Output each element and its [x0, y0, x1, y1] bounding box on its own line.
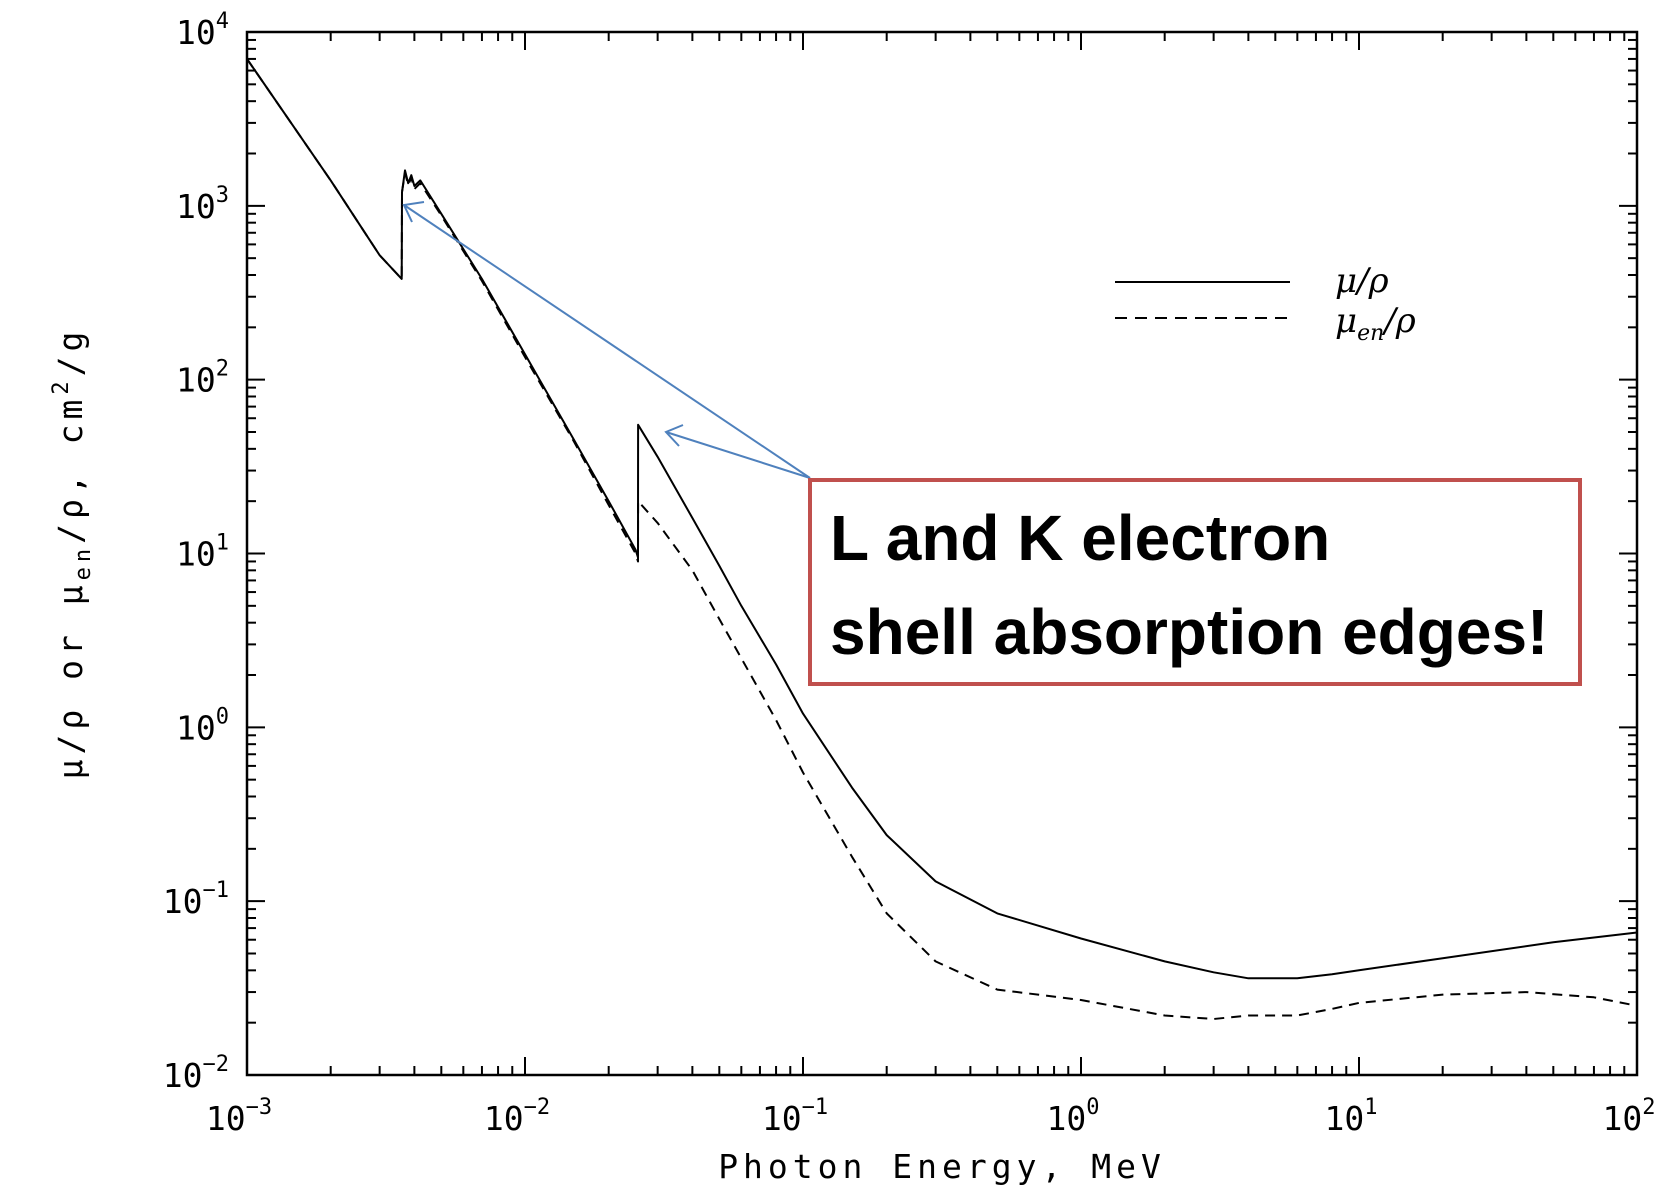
- callout: L and K electron shell absorption edges!: [808, 478, 1582, 686]
- y-tick-label-exponent: 2: [216, 357, 229, 382]
- x-tick-label-exponent: −3: [246, 1095, 273, 1120]
- y-tick-label: 104: [176, 9, 229, 52]
- y-axis-title: μ/ρ or μen/ρ, cm2/g: [49, 327, 96, 780]
- y-tick-label-exponent: 3: [216, 183, 229, 208]
- callout-arrow-k-edge: [665, 431, 811, 479]
- x-tick-label-base: 10: [1603, 1099, 1643, 1138]
- x-tick-label-exponent: 0: [1086, 1095, 1099, 1120]
- y-tick-label: 102: [176, 357, 229, 400]
- x-tick-label: 10−2: [484, 1095, 550, 1138]
- x-tick-label-base: 10: [762, 1099, 802, 1138]
- y-axis-title-subscript: en: [71, 544, 96, 581]
- series-group: [246, 58, 1638, 1020]
- x-tick-label-base: 10: [1047, 1099, 1087, 1138]
- x-tick-label-exponent: −1: [802, 1095, 829, 1120]
- y-tick-label-base: 10: [176, 708, 216, 747]
- y-tick-label-exponent: 4: [216, 9, 229, 34]
- legend-label-part: μ: [1335, 301, 1357, 341]
- callout-box: [808, 478, 1582, 686]
- callout-arrowhead-l-edge: [402, 201, 425, 223]
- y-tick-label-base: 10: [163, 1056, 203, 1095]
- y-tick-label-exponent: −1: [203, 878, 230, 903]
- legend-label-part: /ρ: [1381, 301, 1415, 341]
- y-tick-label-base: 10: [163, 882, 203, 921]
- y-tick-label-exponent: 0: [216, 704, 229, 729]
- callout-arrow-l-edge: [403, 204, 811, 479]
- x-tick-label-base: 10: [206, 1099, 246, 1138]
- callout-line-1: L and K electron: [830, 502, 1330, 574]
- legend-label-muen-rho: μen/ρ: [1335, 301, 1416, 346]
- y-tick-label-base: 10: [176, 13, 216, 52]
- callout-arrowhead-k-edge: [664, 424, 684, 447]
- x-tick-label: 10−1: [762, 1095, 828, 1138]
- y-tick-label-base: 10: [176, 535, 216, 574]
- x-axis-title: Photon Energy, MeV: [718, 1147, 1166, 1186]
- x-tick-label: 100: [1047, 1095, 1100, 1138]
- x-tick-label-base: 10: [1325, 1099, 1365, 1138]
- x-tick-label: 101: [1325, 1095, 1378, 1138]
- y-tick-label: 100: [176, 704, 229, 747]
- major-ticks: [246, 31, 1638, 1076]
- legend: μ/ρ μen/ρ: [1115, 261, 1416, 346]
- callout-arrows: [402, 201, 811, 479]
- x-tick-label: 10−3: [206, 1095, 272, 1138]
- legend-label-mu-rho: μ/ρ: [1335, 261, 1389, 301]
- y-axis-title-part: /g: [51, 327, 90, 377]
- x-tick-label-exponent: 2: [1642, 1095, 1655, 1120]
- x-tick-label-base: 10: [484, 1099, 524, 1138]
- x-tick-label-exponent: −2: [524, 1095, 551, 1120]
- legend-label-part: /ρ: [1354, 261, 1388, 301]
- y-tick-label-exponent: 1: [216, 531, 229, 556]
- y-tick-label: 10−1: [163, 878, 229, 921]
- x-tick-label: 102: [1603, 1095, 1656, 1138]
- y-axis-title-part: /ρ, cm: [51, 395, 90, 544]
- callout-line-2: shell absorption edges!: [830, 596, 1548, 668]
- minor-ticks: [247, 32, 1637, 1075]
- x-tick-labels: 10−3 10−2 10−1 100 101 102: [206, 1095, 1656, 1138]
- x-tick-label-exponent: 1: [1364, 1095, 1377, 1120]
- y-tick-label: 101: [176, 531, 229, 574]
- y-axis-title-part: μ/ρ or μ: [51, 580, 90, 779]
- y-tick-label: 10−2: [163, 1052, 229, 1095]
- y-tick-label-exponent: −2: [203, 1052, 230, 1077]
- y-axis-title-superscript: 2: [49, 376, 74, 394]
- y-tick-label-base: 10: [176, 361, 216, 400]
- legend-label-part: μ: [1335, 261, 1357, 301]
- legend-label-subscript: en: [1357, 321, 1384, 346]
- y-tick-label: 103: [176, 183, 229, 226]
- y-tick-label-base: 10: [176, 187, 216, 226]
